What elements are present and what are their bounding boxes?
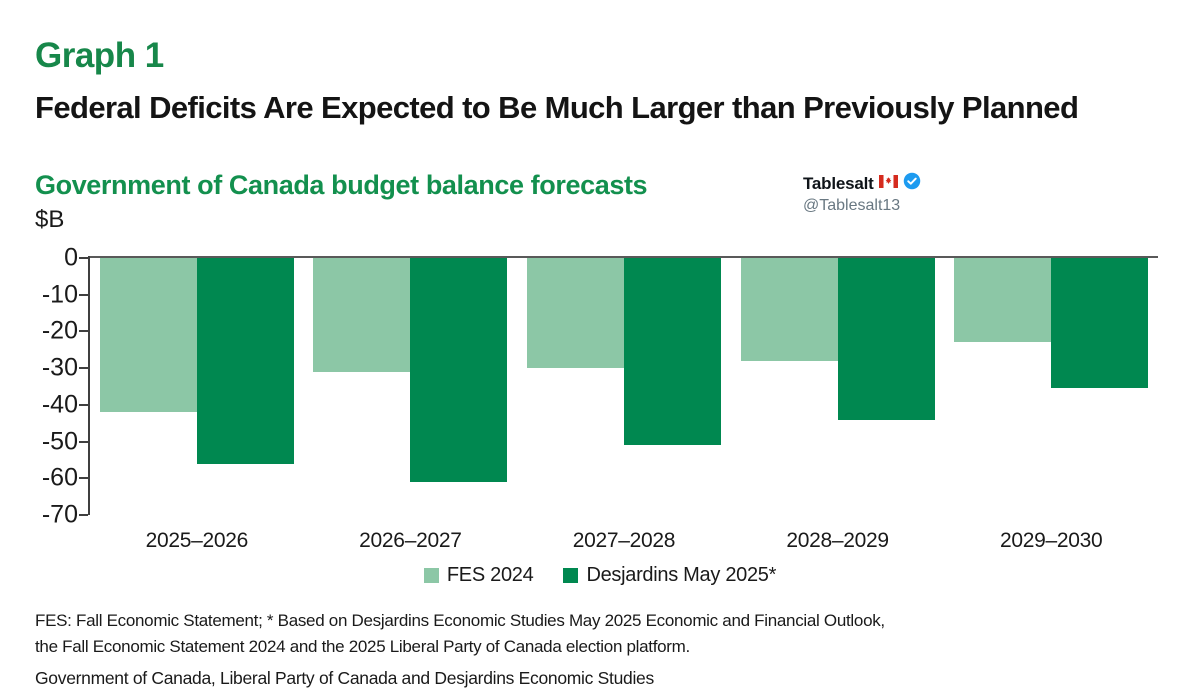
footnote-definition: FES: Fall Economic Statement; * Based on… bbox=[35, 611, 885, 656]
bar-fes-2024 bbox=[740, 258, 838, 361]
x-axis-label: 2026–2027 bbox=[359, 529, 462, 552]
legend-label: FES 2024 bbox=[446, 564, 534, 586]
legend-label: Desjardins May 2025* bbox=[586, 564, 777, 586]
y-axis-tick-label: 0 bbox=[64, 243, 78, 272]
y-axis-tick-label: -10 bbox=[41, 280, 78, 309]
verified-badge-icon bbox=[903, 172, 921, 195]
x-axis-label: 2028–2029 bbox=[786, 529, 889, 552]
bar-group bbox=[90, 258, 304, 515]
source-line: Government of Canada, Liberal Party of C… bbox=[35, 668, 654, 688]
twitter-profile-text: Tablesalt @Tablesalt13 bbox=[803, 172, 921, 215]
y-axis-tick bbox=[79, 257, 88, 259]
y-axis-tick bbox=[79, 477, 88, 480]
bars-area bbox=[90, 258, 1158, 515]
chart-title: Federal Deficits Are Expected to Be Much… bbox=[35, 90, 1079, 125]
y-axis-tick bbox=[79, 330, 88, 333]
y-axis-tick bbox=[79, 514, 88, 516]
x-axis-label: 2025–2026 bbox=[145, 529, 249, 552]
x-axis-label: 2029–2030 bbox=[999, 529, 1103, 552]
y-axis-line bbox=[88, 256, 90, 515]
bar-desjardins-may-2025 bbox=[623, 258, 721, 446]
legend-swatch-icon bbox=[423, 568, 439, 583]
chart-subtitle: Government of Canada budget balance fore… bbox=[35, 170, 648, 200]
bar-desjardins-may-2025 bbox=[837, 258, 935, 420]
legend: FES 2024 Desjardins May 2025* bbox=[0, 564, 1200, 587]
y-axis-tick bbox=[79, 293, 88, 296]
y-axis-tick-label: -70 bbox=[41, 500, 78, 529]
zero-baseline bbox=[90, 256, 1158, 258]
legend-swatch-icon bbox=[563, 568, 579, 583]
twitter-profile-badge[interactable]: Tablesalt @Tablesalt13 bbox=[746, 170, 921, 217]
y-axis-tick bbox=[79, 367, 88, 370]
bar-fes-2024 bbox=[313, 258, 411, 372]
y-axis-tick-label: -40 bbox=[41, 390, 78, 419]
y-axis-tick-label: -60 bbox=[41, 463, 78, 492]
canada-flag-icon bbox=[878, 174, 898, 193]
twitter-display-name: Tablesalt bbox=[803, 173, 874, 193]
x-axis: 2025–2026 2026–2027 2027–2028 2028–2029 2029… bbox=[90, 529, 1158, 553]
graph-number-label: Graph 1 bbox=[35, 36, 164, 75]
bar-group bbox=[517, 258, 731, 515]
bar-group bbox=[304, 258, 518, 515]
y-axis-tick bbox=[79, 403, 88, 406]
y-axis-tick-label: -30 bbox=[41, 353, 78, 382]
plot-area: 0 -10 -20 -30 -40 -50 -60 -70 2025–2026 2026–202… bbox=[42, 244, 1158, 552]
bar-fes-2024 bbox=[99, 258, 197, 413]
bar-fes-2024 bbox=[954, 258, 1052, 343]
legend-item: Desjardins May 2025* bbox=[563, 564, 776, 587]
bar-fes-2024 bbox=[526, 258, 624, 369]
x-axis-label: 2027–2028 bbox=[572, 529, 676, 552]
avatar bbox=[746, 170, 793, 217]
bar-group bbox=[731, 258, 945, 515]
y-axis-tick-label: -50 bbox=[41, 427, 78, 456]
legend-item: FES 2024 bbox=[423, 564, 534, 587]
bar-desjardins-may-2025 bbox=[1051, 258, 1149, 389]
bar-desjardins-may-2025 bbox=[196, 258, 294, 464]
y-axis-units-label: $B bbox=[35, 206, 65, 233]
y-axis-tick bbox=[79, 440, 88, 443]
y-axis-tick-label: -20 bbox=[41, 316, 78, 345]
twitter-handle: @Tablesalt13 bbox=[803, 197, 901, 214]
bar-group bbox=[944, 258, 1158, 515]
bar-desjardins-may-2025 bbox=[410, 258, 508, 482]
